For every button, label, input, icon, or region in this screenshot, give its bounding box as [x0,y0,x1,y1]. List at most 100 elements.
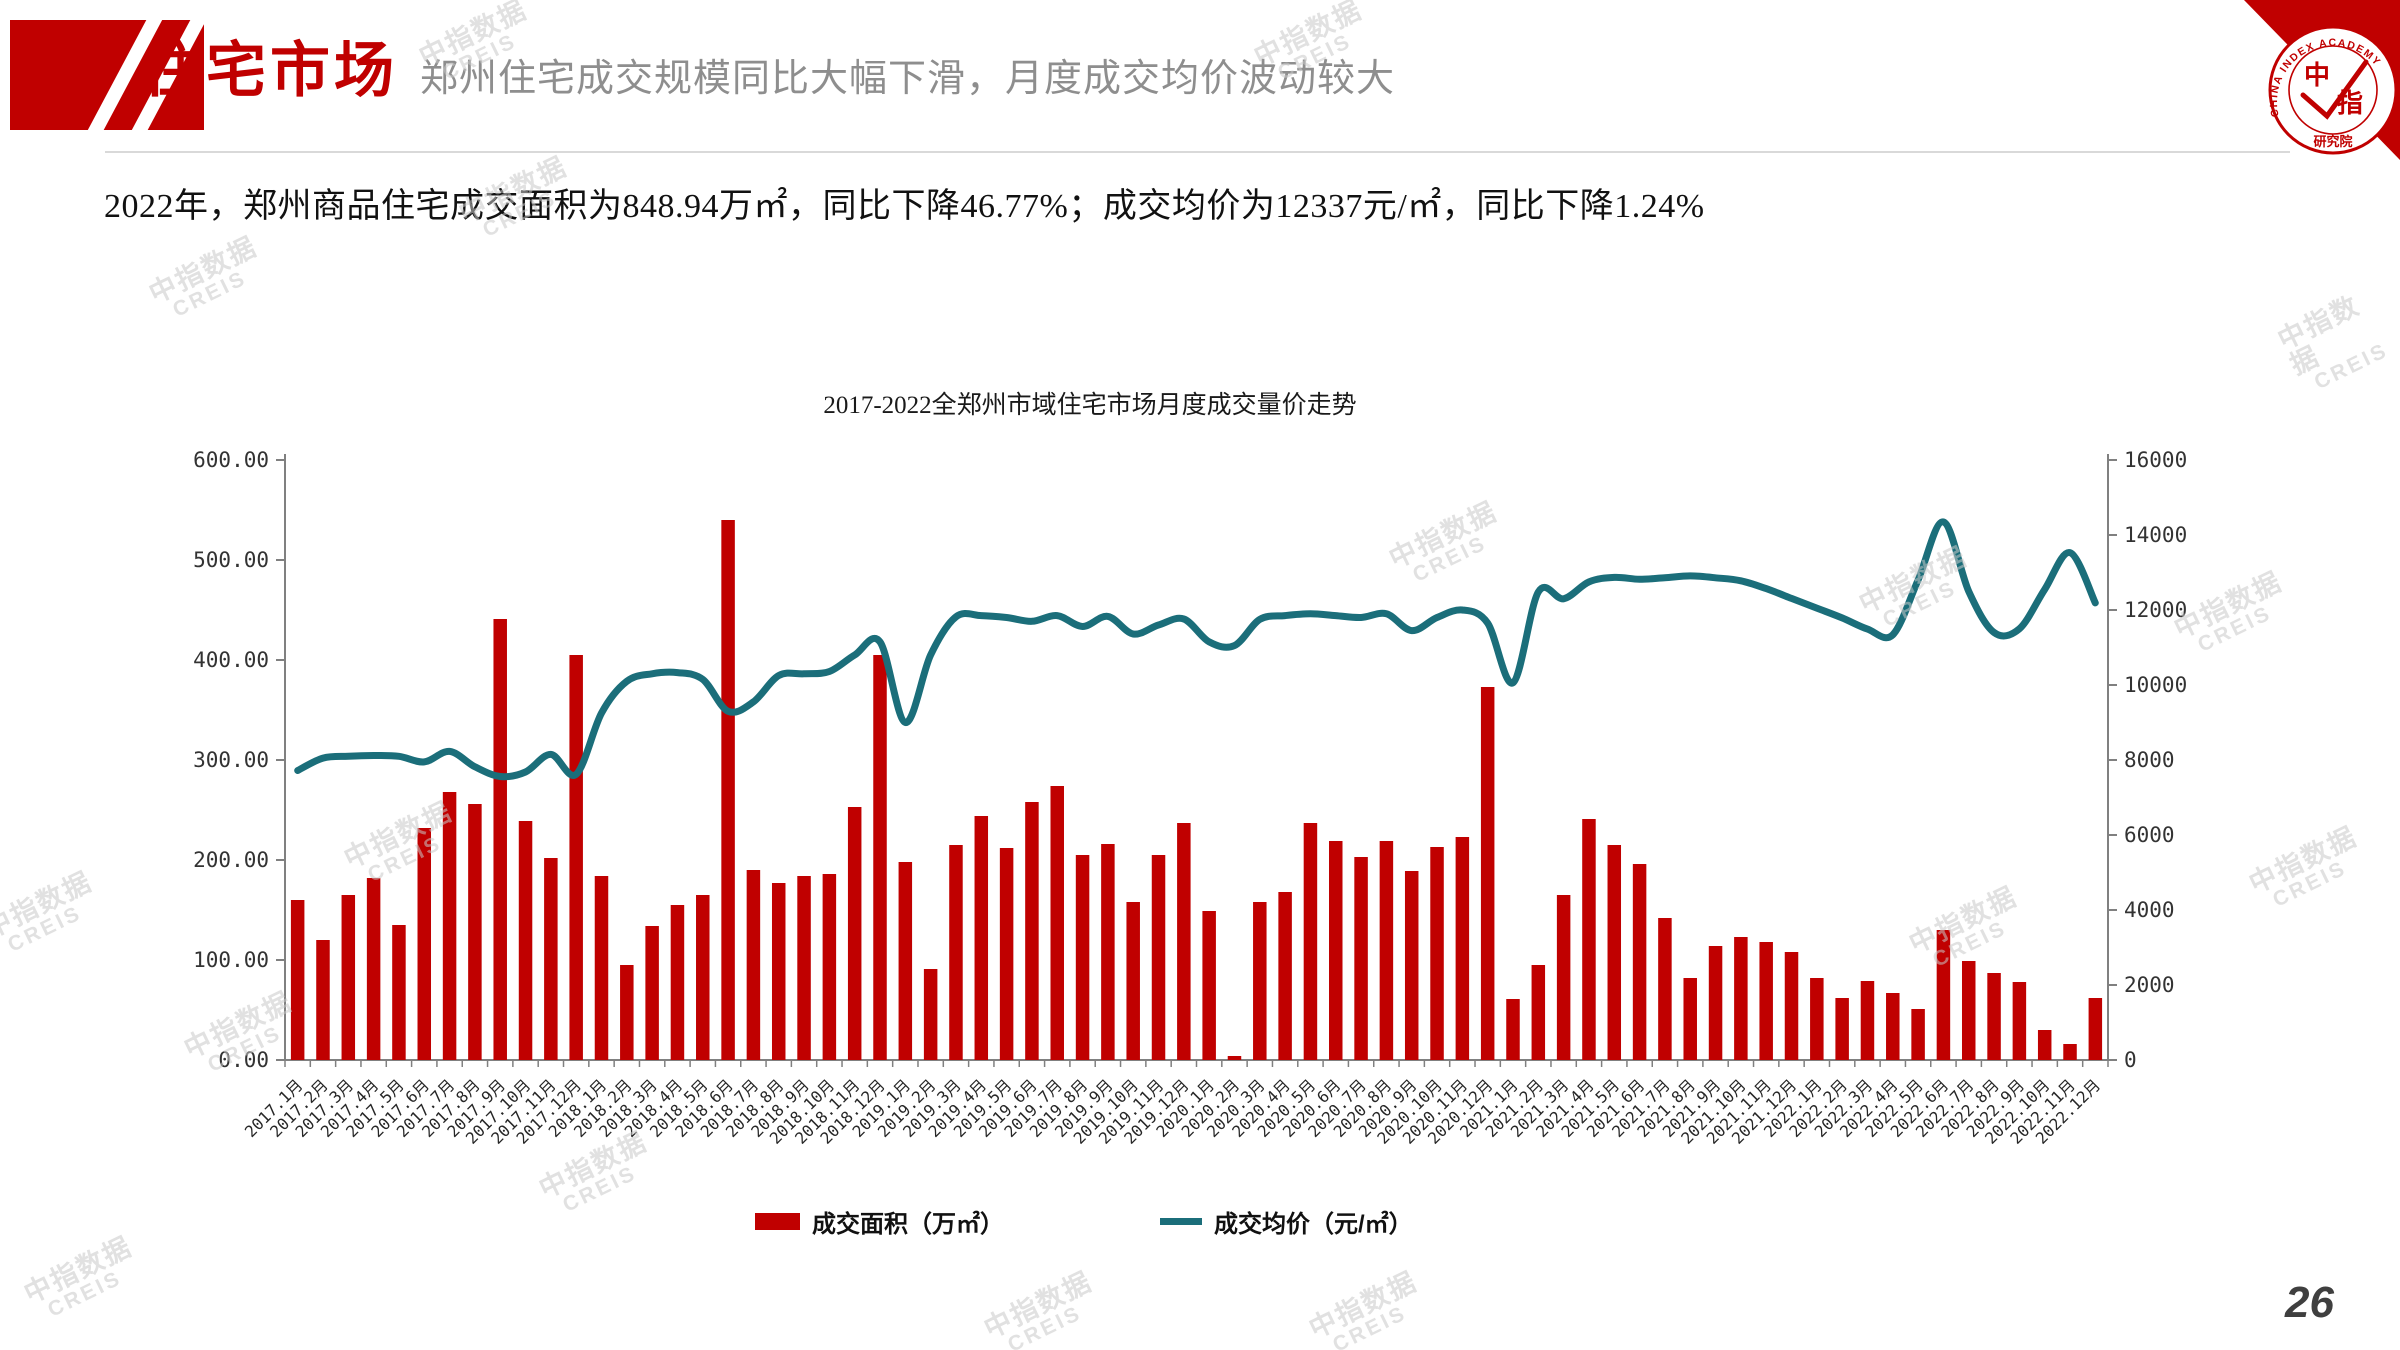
bar-2019.5月 [999,848,1014,1060]
bar-2017.7月 [442,792,457,1060]
slide-logo-mark [10,20,204,130]
bar-2018.10月 [822,874,837,1060]
bar-2018.11月 [847,807,862,1060]
bar-2022.10月 [2037,1030,2052,1060]
bar-2019.12月 [1177,823,1191,1060]
bar-2018.1月 [594,876,609,1060]
right-axis-tick-label: 14000 [2124,523,2187,547]
header-divider [105,151,2290,153]
bar-2021.8月 [1683,978,1697,1060]
chart-title: 2017-2022全郑州市域住宅市场月度成交量价走势 [823,392,1357,419]
page-title: 住宅市场 [142,38,398,104]
bar-2022.6月 [1936,930,1951,1060]
bar-2022.3月 [1860,981,1875,1060]
bar-2017.4月 [366,878,381,1060]
seal-check-icon [2300,59,2369,120]
seal-char-bottom: 指 [2337,88,2363,118]
summary-text: 2022年，郑州商品住宅成交面积为848.94万㎡，同比下降46.77%；成交均… [104,188,1705,225]
bar-2022.4月 [1886,993,1900,1060]
bar-2020.6月 [1329,841,1343,1060]
right-axis-tick-label: 6000 [2124,823,2175,847]
left-axis-tick-label: 300.00 [193,748,269,772]
bar-2020.9月 [1404,871,1419,1060]
bar-2019.4月 [974,816,989,1060]
bar-2020.8月 [1379,841,1394,1060]
left-axis-tick-label: 600.00 [193,448,269,472]
bar-2021.5月 [1607,845,1622,1060]
bar-2018.6月 [721,520,735,1060]
bar-2020.12月 [1480,687,1495,1060]
bar-2017.10月 [518,821,533,1060]
chart-legend: 成交面积（万㎡） 成交均价（元/㎡） [0,1204,2400,1244]
bar-2021.3月 [1556,895,1571,1060]
bar-2019.8月 [1075,855,1090,1060]
bar-2019.1月 [898,862,913,1060]
bar-2022.9月 [2012,982,2027,1060]
bar-2020.11月 [1455,837,1470,1060]
bar-2018.2月 [620,965,634,1060]
line-series-swatch [1160,1218,1202,1225]
page-number: 26 [2285,1278,2334,1327]
bar-2021.6月 [1632,864,1647,1060]
bar-2021.2月 [1531,965,1546,1060]
bar-2017.6月 [417,828,432,1060]
bar-2017.2月 [316,940,330,1060]
bar-2019.7月 [1050,786,1064,1060]
seal-inner-circle [2288,45,2378,135]
bar-2018.9月 [797,876,811,1060]
bar-2020.2月 [1227,1056,1242,1060]
china-index-academy-seal: CHINA INDEX ACADEMY 中 指 研究院 [2244,0,2400,160]
bar-2020.7月 [1354,857,1368,1060]
seal-char-top: 中 [2304,60,2330,90]
bar-2020.1月 [1202,911,1216,1060]
right-axis-tick-label: 0 [2124,1048,2137,1072]
bar-2022.2月 [1835,998,1849,1060]
right-axis-tick-label: 16000 [2124,448,2187,472]
left-axis-tick-label: 200.00 [193,848,269,872]
bar-2018.12月 [873,655,887,1060]
bar-2017.11月 [544,858,558,1060]
bar-2018.3月 [645,926,659,1060]
bar-2022.12月 [2088,998,2103,1060]
right-axis-tick-label: 10000 [2124,673,2187,697]
bar-2017.9月 [493,619,507,1060]
bar-2021.9月 [1708,946,1723,1060]
bar-2020.10月 [1430,847,1444,1060]
legend-label-area: 成交面积（万㎡） [812,1211,1004,1238]
right-axis-tick-label: 12000 [2124,598,2187,622]
bar-2022.7月 [1961,961,1976,1060]
bar-2019.3月 [949,845,963,1060]
bar-2022.5月 [1911,1009,1925,1060]
bar-2019.2月 [923,969,938,1060]
bar-2019.11月 [1151,855,1166,1060]
bar-2019.6月 [1025,802,1039,1060]
header: 住宅市场 郑州住宅成交规模同比大幅下滑，月度成交均价波动较大 [142,22,1395,109]
bar-2022.11月 [2063,1044,2077,1060]
left-axis-tick-label: 100.00 [193,948,269,972]
bar-2020.4月 [1278,892,1292,1060]
bar-2022.1月 [1810,978,1824,1060]
bar-2018.5月 [696,895,710,1060]
price-line [294,518,2099,781]
bar-2017.8月 [468,804,482,1060]
seal-bottom-text: 研究院 [2313,134,2352,149]
left-axis-tick-label: 500.00 [193,548,269,572]
bar-2019.10月 [1126,902,1140,1060]
right-axis-tick-label: 8000 [2124,748,2175,772]
bar-2020.3月 [1253,902,1267,1060]
bar-2018.4月 [670,905,685,1060]
bar-2021.1月 [1506,999,1520,1060]
page-subtitle: 郑州住宅成交规模同比大幅下滑，月度成交均价波动较大 [420,58,1396,100]
bar-2022.8月 [1987,973,2001,1060]
bar-2021.12月 [1784,952,1799,1060]
bar-2021.7月 [1658,918,1672,1060]
right-axis-tick-label: 2000 [2124,973,2175,997]
bar-series-swatch [755,1213,800,1230]
bar-2017.5月 [392,925,406,1060]
bar-2021.4月 [1582,819,1596,1060]
bar-2021.11月 [1759,942,1773,1060]
left-axis-tick-label: 0.00 [218,1048,269,1072]
bar-2020.5月 [1303,823,1318,1060]
